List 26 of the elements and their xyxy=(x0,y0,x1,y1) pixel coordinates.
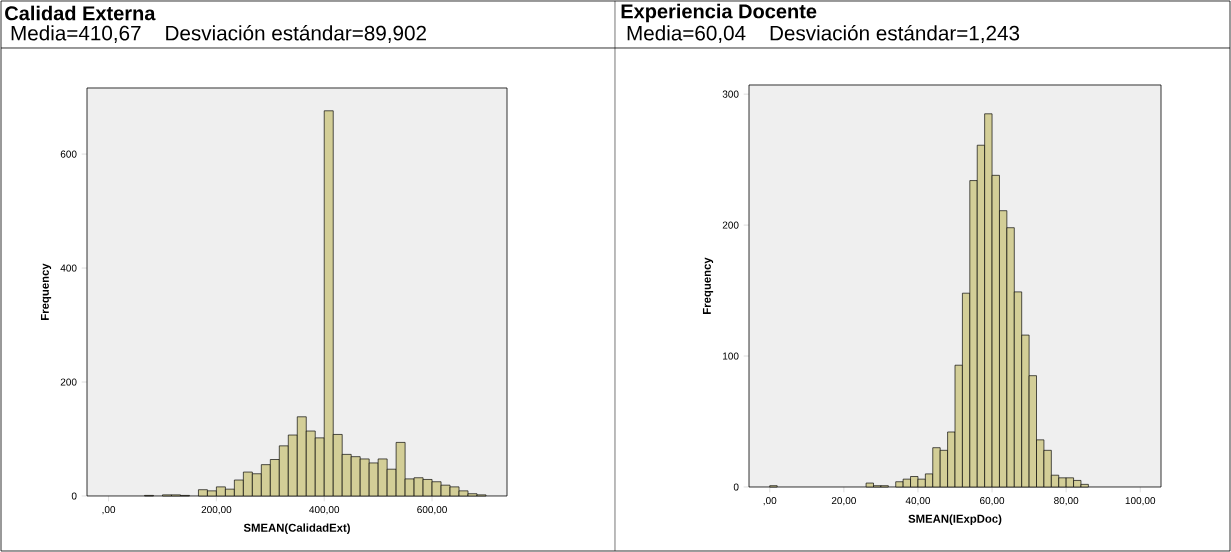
chart-subtitle: Media=60,04 Desviación estándar=1,243 xyxy=(627,25,1020,43)
y-axis-title: Frequency xyxy=(40,263,52,320)
y-tick-label: 400 xyxy=(60,264,77,272)
x-tick-label: 200,00 xyxy=(201,506,232,515)
x-tick-label: 400,00 xyxy=(309,506,340,515)
y-tick-label: 200 xyxy=(722,221,739,229)
chart-title: Experiencia Docente xyxy=(621,3,817,23)
y-tick-label: 200 xyxy=(60,378,77,386)
x-tick-label: 60,00 xyxy=(980,497,1005,506)
x-axis-title: SMEAN(IExpDoc) xyxy=(908,514,1002,525)
y-axis-title: Frequency xyxy=(702,257,714,314)
x-tick-label: 40,00 xyxy=(905,497,931,506)
x-tick-label: 20,00 xyxy=(831,497,856,506)
y-tick-label: 0 xyxy=(733,483,739,491)
chart-title: Calidad Externa xyxy=(5,5,156,21)
x-tick-label: ,00 xyxy=(102,506,116,515)
y-tick-label: 100 xyxy=(723,352,739,360)
x-axis-title: SMEAN(CalidadExt) xyxy=(243,523,350,534)
y-tick-label: 300 xyxy=(722,90,739,98)
x-tick-label: 80,00 xyxy=(1054,497,1079,506)
chart-subtitle: Media=410,67 Desviación estándar=89,902 xyxy=(11,25,426,43)
x-tick-label: ,00 xyxy=(763,497,777,506)
y-tick-label: 0 xyxy=(71,492,77,500)
y-tick-label: 600 xyxy=(60,150,77,158)
x-tick-label: 100,00 xyxy=(1125,497,1156,506)
x-tick-label: 600,00 xyxy=(417,506,447,515)
